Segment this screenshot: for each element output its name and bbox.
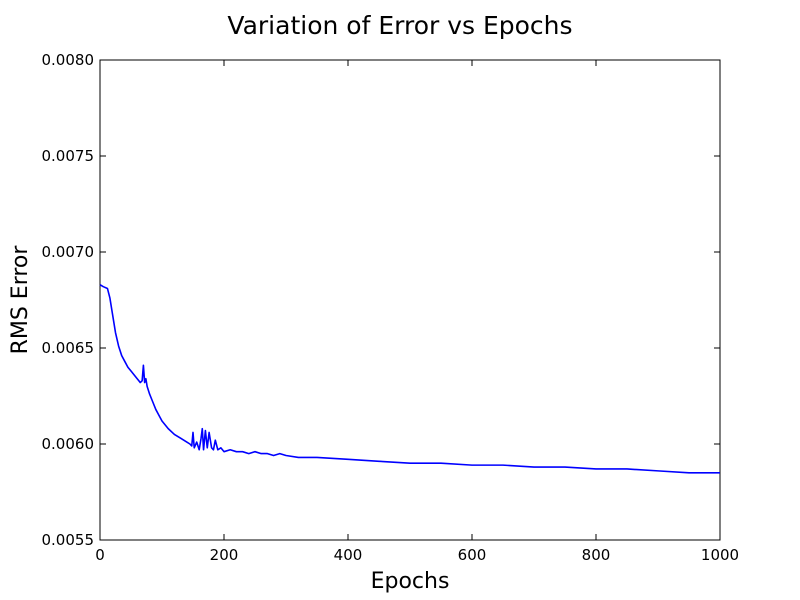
y-tick-label: 0.0070 [42, 243, 95, 261]
x-tick-label: 800 [582, 546, 611, 564]
series-layer [99, 283, 720, 474]
x-tick-label: 400 [334, 546, 363, 564]
plot-area: 0 200 400 600 800 1000 0.00550.00600.00650.00… [42, 51, 740, 564]
x-tick-label: 0 [95, 546, 105, 564]
series-line-0 [99, 283, 720, 474]
y-tick-label: 0.0065 [42, 339, 95, 357]
chart-title: Variation of Error vs Epochs [227, 11, 572, 40]
x-axis-ticks: 0 200 400 600 800 1000 [95, 60, 739, 564]
y-axis-label: RMS Error [8, 245, 33, 355]
x-tick-label: 200 [210, 546, 239, 564]
y-axis-ticks: 0.0055 0.0060 0.0065 0.0070 0.0075 0.0080 [42, 51, 720, 549]
y-tick-label: 0.0080 [42, 51, 95, 69]
y-tick-label: 0.0060 [42, 435, 95, 453]
plot-frame [99, 59, 721, 541]
y-tick-label: 0.0055 [42, 531, 95, 549]
x-tick-label: 1000 [701, 546, 739, 564]
x-tick-label: 600 [458, 546, 487, 564]
x-axis-label: Epochs [371, 569, 450, 594]
y-tick-label: 0.0075 [42, 147, 95, 165]
